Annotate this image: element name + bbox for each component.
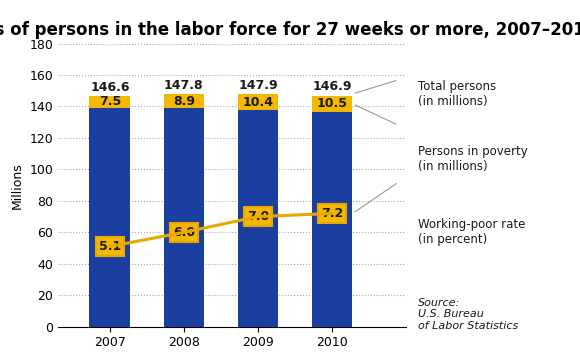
Text: 8.9: 8.9: [173, 95, 195, 108]
Bar: [238, 110, 278, 327]
Text: 10.5: 10.5: [317, 97, 347, 110]
Y-axis label: Millions: Millions: [10, 162, 24, 208]
Text: Source:
U.S. Bureau
of Labor Statistics: Source: U.S. Bureau of Labor Statistics: [418, 298, 518, 331]
Text: 7.2: 7.2: [321, 207, 343, 220]
Text: Total persons
(in millions): Total persons (in millions): [418, 80, 496, 108]
Text: 7.0: 7.0: [246, 210, 269, 223]
Bar: [311, 95, 352, 112]
Title: Poverty status of persons in the labor force for 27 weeks or more, 2007–2010: Poverty status of persons in the labor f…: [0, 21, 580, 39]
Text: 7.5: 7.5: [99, 95, 121, 109]
Bar: [89, 96, 130, 108]
Bar: [164, 94, 204, 108]
Text: 10.4: 10.4: [242, 96, 273, 109]
Text: 146.6: 146.6: [90, 81, 129, 94]
Bar: [89, 108, 130, 327]
Text: 5.1: 5.1: [99, 240, 121, 253]
Text: Working-poor rate
(in percent): Working-poor rate (in percent): [418, 218, 525, 246]
Text: 147.8: 147.8: [164, 79, 204, 92]
Bar: [164, 108, 204, 327]
Text: 147.9: 147.9: [238, 79, 278, 92]
Text: 6.0: 6.0: [173, 226, 195, 239]
Text: 146.9: 146.9: [312, 80, 351, 93]
Bar: [311, 112, 352, 327]
Text: Persons in poverty
(in millions): Persons in poverty (in millions): [418, 145, 527, 173]
Bar: [238, 94, 278, 110]
